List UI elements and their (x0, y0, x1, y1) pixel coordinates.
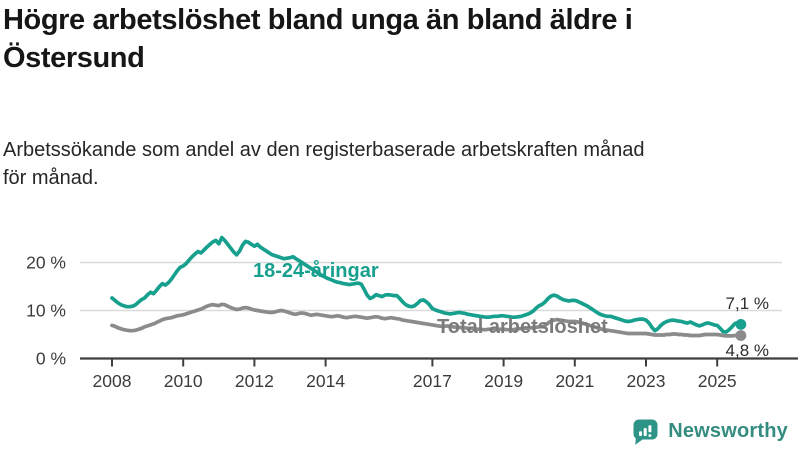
y-axis-label-0: 0 % (36, 349, 66, 369)
end-value-label-youth: 7,1 % (726, 294, 769, 313)
x-axis-label: 2025 (698, 371, 737, 391)
page-title: Högre arbetslöshet bland unga än bland ä… (3, 1, 793, 77)
x-axis: 2008 2010 2012 2014 2017 2019 2021 2023 2025 (80, 357, 798, 391)
x-axis-label: 2014 (306, 371, 345, 391)
x-axis-label: 2023 (627, 371, 666, 391)
series-label-youth: 18-24-åringar (253, 259, 379, 282)
series-lines (110, 235, 747, 341)
chart-subtitle: Arbetssökande som andel av den registerb… (3, 136, 783, 192)
title-line-1: Högre arbetslöshet bland unga än bland ä… (3, 4, 633, 36)
x-axis-label: 2019 (484, 371, 523, 391)
subtitle-line-1: Arbetssökande som andel av den registerb… (3, 139, 645, 161)
series-end-dot (735, 330, 747, 341)
x-axis-label: 2008 (93, 371, 132, 391)
y-axis-label-10: 10 % (26, 301, 66, 321)
x-axis-label: 2010 (164, 371, 203, 391)
newsworthy-logo[interactable]: Newsworthy (631, 415, 788, 447)
gridlines (80, 261, 782, 312)
x-axis-label: 2017 (413, 371, 452, 391)
subtitle-line-2: för månad. (3, 167, 99, 189)
series-line (110, 235, 743, 334)
y-axis-label-20: 20 % (26, 253, 66, 273)
x-axis-label: 2021 (555, 371, 594, 391)
series-line (110, 302, 743, 338)
title-line-2: Östersund (3, 42, 145, 74)
series-end-dot (735, 319, 747, 330)
end-value-label-total: 4,8 % (726, 341, 769, 360)
x-axis-label: 2012 (235, 371, 274, 391)
series-label-total: Total arbetslöshet (437, 316, 608, 338)
newsworthy-wordmark: Newsworthy (668, 419, 788, 442)
newsworthy-icon (633, 419, 658, 445)
